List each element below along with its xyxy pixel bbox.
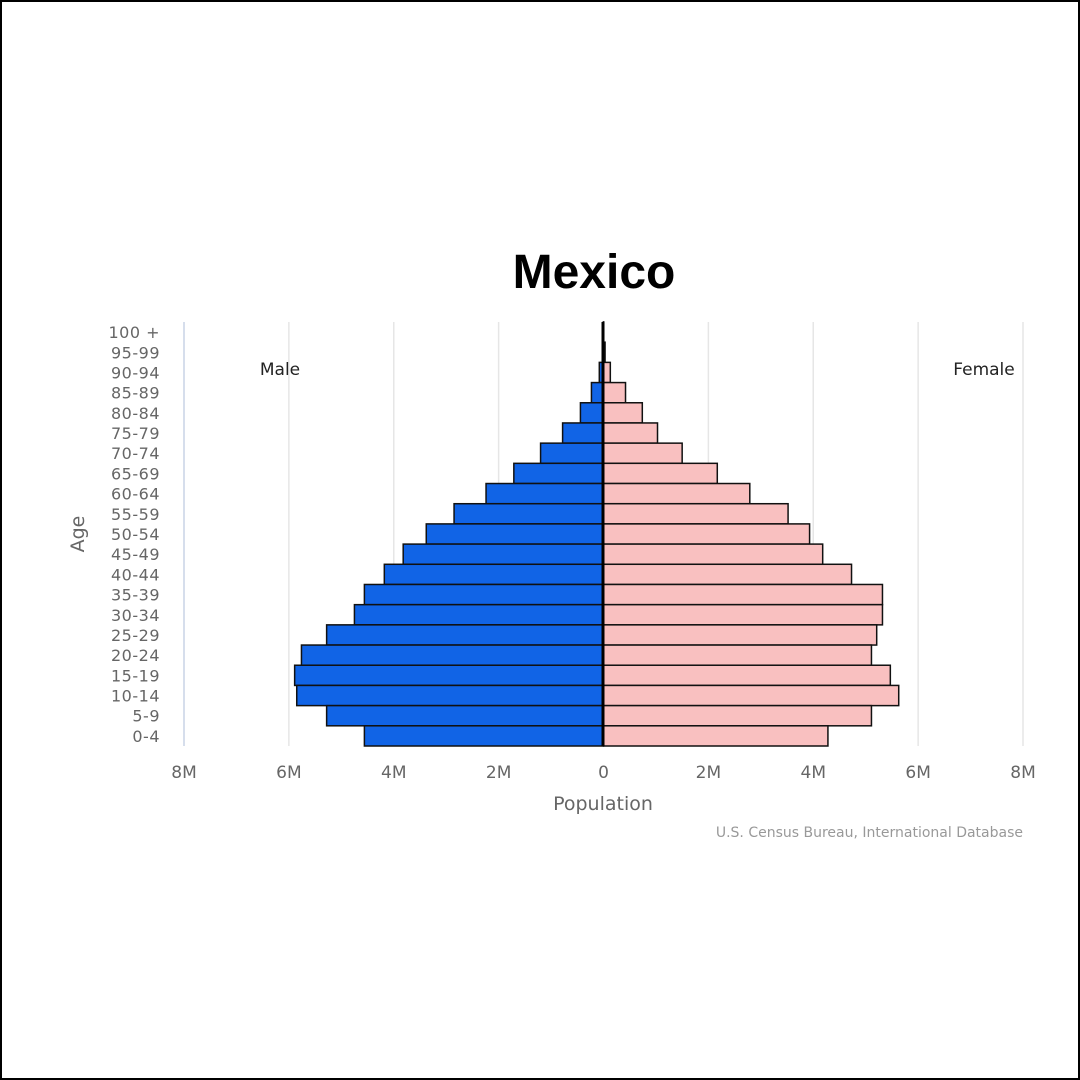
male-bar [513,462,605,485]
y-tick-label: 85-89 [111,384,160,403]
male-bar [293,664,605,687]
male-bar [579,402,605,424]
female-bar [602,684,900,707]
female-bar [602,442,683,465]
x-tick-label: 6M [276,763,301,783]
male-bar [453,502,605,525]
x-tick-label: 4M [381,763,406,783]
female-bar [602,422,659,444]
y-tick-label: 30-34 [111,606,160,625]
y-tick-label: 20-24 [111,646,160,665]
y-tick-label: 5-9 [132,707,160,726]
y-tick-label: 0-4 [132,727,160,746]
y-tick-label: 35-39 [111,586,160,605]
x-tick-label: 8M [171,763,196,783]
y-tick-label: 60-64 [111,485,160,504]
male-bar [539,442,605,465]
y-tick-label: 95-99 [111,343,160,362]
x-tick-label: 0 [598,763,609,783]
male-bar [425,523,605,545]
male-bar [353,603,605,626]
y-axis-title: Age [67,516,89,553]
female-bar [602,603,884,626]
female-bar [602,644,873,666]
female-bar [602,543,824,566]
male-bar [363,583,605,606]
x-tick-label: 8M [1010,763,1035,783]
female-bar [602,583,884,606]
x-tick-label: 6M [905,763,930,783]
y-tick-label: 70-74 [111,444,160,463]
y-tick-label: 80-84 [111,404,160,423]
y-tick-label: 25-29 [111,626,160,645]
male-bar [561,422,605,444]
male-label: Male [260,360,300,380]
female-bar [602,725,829,747]
female-bar [602,704,873,727]
source-credit: U.S. Census Bureau, International Databa… [716,825,1023,841]
x-tick-label: 2M [486,763,511,783]
x-tick-label: 4M [801,763,826,783]
y-tick-label: 40-44 [111,565,160,584]
female-bar [602,563,853,586]
x-axis-title: Population [553,793,653,815]
y-tick-label: 90-94 [111,363,160,382]
female-bar [602,482,751,505]
female-label: Female [953,360,1014,380]
female-bar [602,361,612,384]
male-bar [295,684,605,707]
y-tick-label: 100 + [108,323,160,342]
chart-title: Mexico [513,246,676,299]
female-bar [602,624,878,646]
male-bar [363,725,605,747]
y-tick-label: 65-69 [111,464,160,483]
x-tick-label: 2M [696,763,721,783]
male-bar [485,482,605,505]
male-bar [325,704,605,727]
male-bar [383,563,605,586]
female-bar [602,402,644,424]
female-bar [602,381,627,404]
female-bar [602,523,811,545]
male-bar [402,543,605,566]
y-tick-label: 15-19 [111,666,160,685]
y-tick-label: 75-79 [111,424,160,443]
y-tick-label: 45-49 [111,545,160,564]
female-bar [602,502,789,525]
female-bar [602,664,892,687]
female-bar [602,462,719,485]
male-bar [325,624,605,646]
y-tick-label: 55-59 [111,505,160,524]
y-tick-label: 50-54 [111,525,160,544]
male-bar [300,644,605,666]
y-tick-label: 10-14 [111,687,160,706]
